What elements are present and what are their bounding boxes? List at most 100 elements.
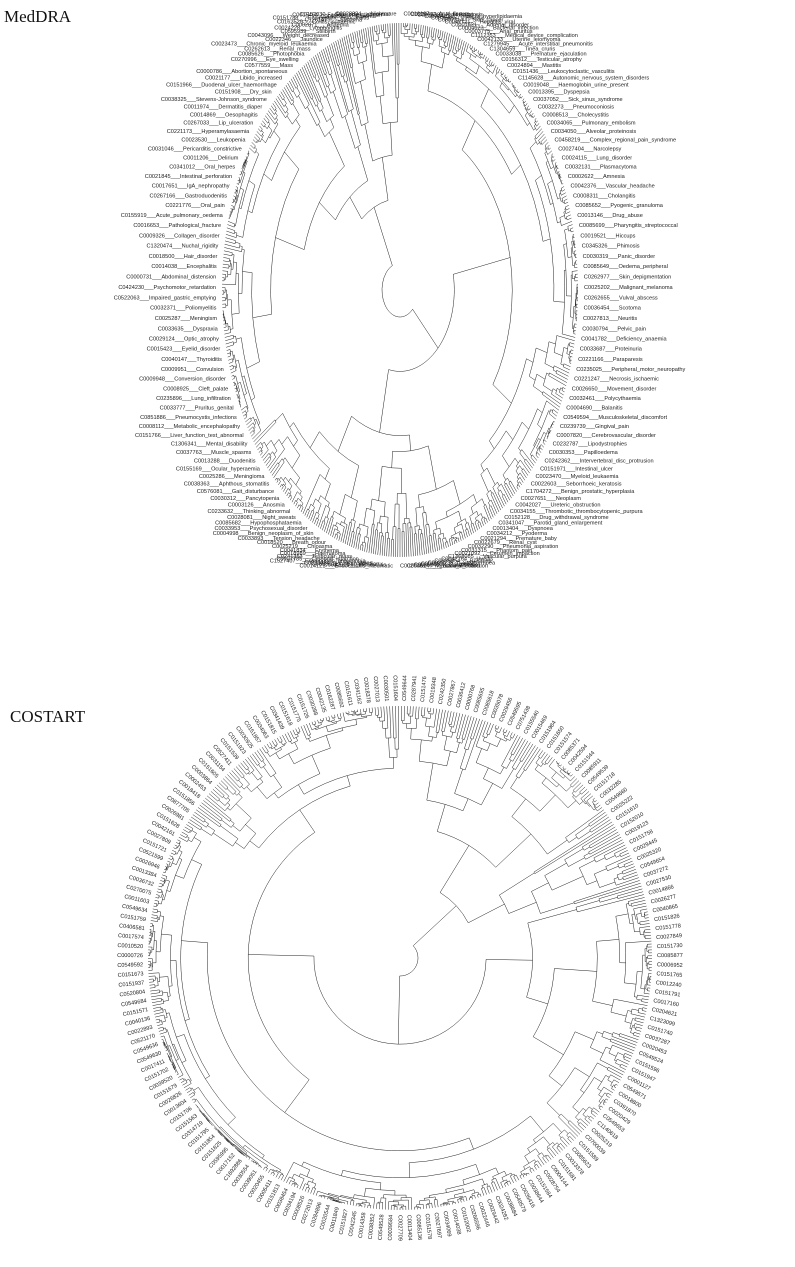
leaf-label: C0007114___Skin_cancer (438, 17, 504, 23)
leaf-label: C0155919___Acute_pulmonary_oedema (121, 213, 224, 219)
leaf-label: C0024894___Mastitis (507, 63, 561, 69)
leaf-label: C0029124___Optic_atrophy (149, 337, 219, 343)
leaf-label: C0027051___Myocardial_infarction (400, 563, 488, 569)
dendrogram (148, 706, 652, 1210)
leaf-label: C0341047___Parotid_gland_enlargement (498, 521, 602, 527)
leaf-label: C0019048___Haemoglobin_urine_present (523, 82, 629, 88)
leaf-label: C0241353___Testicular_mass (277, 554, 352, 560)
leaf-label: C0232787___Lipodystrophies (553, 442, 628, 448)
leaf-label: C0221776___Oral_pain (165, 203, 224, 209)
leaf-label: C0013146___Drug_abuse (577, 213, 643, 219)
leaf-label: C0156312___Testicular_atrophy (501, 57, 582, 63)
leaf-label: C0151778 (655, 923, 681, 932)
leaf-label: C0004623___Bacterial_infection (458, 25, 539, 31)
leaf-label: C0037052___Sick_sinus_syndrome (533, 97, 623, 103)
leaf-label: C0151791 (654, 989, 680, 998)
leaf-label: C0030319___Panic_disorder (583, 254, 656, 260)
leaf-label: C0151436___Leukocytoclastic_vasculitis (513, 69, 615, 75)
leaf-label: C0008925___Cleft_palate (163, 386, 228, 392)
leaf-label: C0041782___Deficiency_anaemia (581, 337, 667, 343)
leaf-label: C0006840___Candidiasis (414, 563, 478, 569)
leaf-label: C0021294___Premature_baby (480, 536, 557, 542)
leaf-label: C0030794___Pelvic_pain (582, 326, 646, 332)
leaf-label: C0034212___Pyoderma (487, 531, 549, 537)
leaf-label: C0011603 (124, 894, 150, 905)
leaf-label: C0020492___Hyperkeratosis (410, 12, 483, 18)
leaf-label: C0027651___Neoplasm (521, 496, 582, 502)
leaf-label: C0034065___Pulmonary_embolism (547, 121, 636, 127)
leaf-label: C0520804 (119, 989, 145, 998)
leaf-label: C0018378 (362, 677, 371, 703)
leaf-label: C0085626___Photophobia (238, 52, 305, 58)
leaf-label: C0032461___Polycythaemia (569, 396, 641, 402)
leaf-label: C0151826 (654, 913, 680, 923)
leaf-label: C0030464___Extrasystoles (304, 560, 373, 566)
leaf-label: C0085136 (415, 1214, 423, 1240)
leaf-label: C0014038___Encephalitis (151, 264, 217, 270)
leaf-label: C0151673 (118, 971, 144, 979)
leaf-label: C0021845___Intestinal_perforation (145, 174, 232, 180)
leaf-label: C0151937 (118, 980, 144, 988)
leaf-label: C0036412 (456, 682, 468, 709)
leaf-label: C0024228___Lymphangitis (274, 25, 342, 31)
leaf-label: C0341012___Oral_herpes (169, 165, 235, 171)
leaf-label: C0458219___Complex_regional_pain_syndrom… (555, 138, 677, 144)
leaf-label: C0027013 (372, 676, 380, 702)
leaf-label: C0085692 (333, 682, 345, 709)
leaf-label: C0022603___Seborrhoeic_keratosis (531, 482, 622, 488)
leaf-label: C0009326___Collagen_disorder (139, 233, 220, 239)
leaf-label: C0221166___Paraparesis (578, 357, 643, 363)
leaf-label: C1261473___Sarcoma (305, 17, 363, 23)
leaf-label: C0549594___Musculoskeletal_discomfort (563, 415, 667, 421)
leaf-label: C0028081___Night_sweats (227, 515, 296, 521)
leaf-label: C0025219___Chloasma (272, 544, 333, 550)
leaf-label: C0341162 (352, 679, 362, 705)
leaf-label: C0030353___Papilloedema (549, 450, 619, 456)
leaf-label: C0151827 (338, 1209, 349, 1236)
leaf-label: C0026650___Movement_disorder (572, 386, 657, 392)
leaf-label: C0040147___Thyroiditis (161, 357, 222, 363)
leaf-label: C0406581 (119, 923, 145, 932)
leaf-label: C0085649___Oedema_peripheral (583, 264, 668, 270)
leaf-label: C0034155___Thrombotic_thrombocytopenic_p… (510, 509, 644, 515)
leaf-label: C0033893___Tension_headache (238, 536, 320, 542)
leaf-label: C0007785___Cerebral_infarction (276, 556, 358, 562)
leaf-label: C0008112___Metabolic_encephalopathy (139, 424, 240, 430)
leaf-label: C0036454___Scotoma (584, 306, 642, 312)
leaf-label: C0012240 (655, 980, 681, 988)
leaf-label: C1368085___Vascular_purpura (448, 554, 528, 560)
leaf-label: C0851886___Pneumocystis_infections (140, 415, 237, 421)
leaf-label: C0011206___Delirium (183, 155, 239, 161)
leaf-label: C0023470___Myeloid_leukaemia (536, 474, 620, 480)
leaf-label: C0151730 (657, 943, 683, 950)
leaf-label: C0042164___Uveitis (441, 556, 493, 562)
leaf-label: C0037763___Muscle_spasms (176, 450, 251, 456)
leaf-label: C0003775___Anal_pruritus (464, 29, 532, 35)
leaf-label: C0270996___Eye_swelling (231, 57, 299, 63)
leaf-label: C1306341___Mental_disability (171, 442, 248, 448)
leaf-label: C0000731___Abdominal_distension (126, 274, 216, 280)
leaf-label: C0004998___Benign_neoplasm_of_skin (213, 531, 314, 537)
leaf-label: C0151571 (122, 1007, 149, 1018)
leaf-label: C0023530___Leukopenia (181, 138, 246, 144)
leaf-label: C0043096___Weight_decreased (247, 33, 329, 39)
leaf-label: C0085877 (657, 953, 683, 959)
leaf-label: C0262613___Renal_mass (244, 46, 310, 52)
leaf-label: C0019348 (429, 677, 438, 703)
leaf-label: C0085699___Pharyngitis_streptococcal (579, 223, 678, 229)
leaf-label: C0162529___Colitis_ischaemic (277, 20, 356, 26)
leaf-label: C0001621___Adrenal_disorder (451, 22, 529, 28)
leaf-label: C0018989___Haematoma (280, 551, 347, 557)
leaf-label: C0522063___Impaired_gastric_emptying (114, 295, 216, 301)
leaf-label: C0014121___Endocarditis_rheumatic (299, 563, 393, 569)
panel-title: COSTART (10, 707, 86, 726)
leaf-label: C0028084___Nightmare (336, 11, 397, 17)
leaf-label: C0151766___Liver_function_test_abnormal (135, 433, 244, 439)
leaf-label: C0899744___Ear_infection (311, 562, 379, 568)
leaf-label: C0287941 (411, 675, 418, 701)
leaf-label: C0023473___Chronic_myeloid_leukaemia (211, 41, 317, 47)
leaf-label: C0235025___Peripheral_motor_neuropathy (576, 367, 685, 373)
leaf-label: C0042376___Vascular_headache (571, 184, 655, 190)
leaf-label: C0009951___Convulsion (161, 367, 224, 373)
